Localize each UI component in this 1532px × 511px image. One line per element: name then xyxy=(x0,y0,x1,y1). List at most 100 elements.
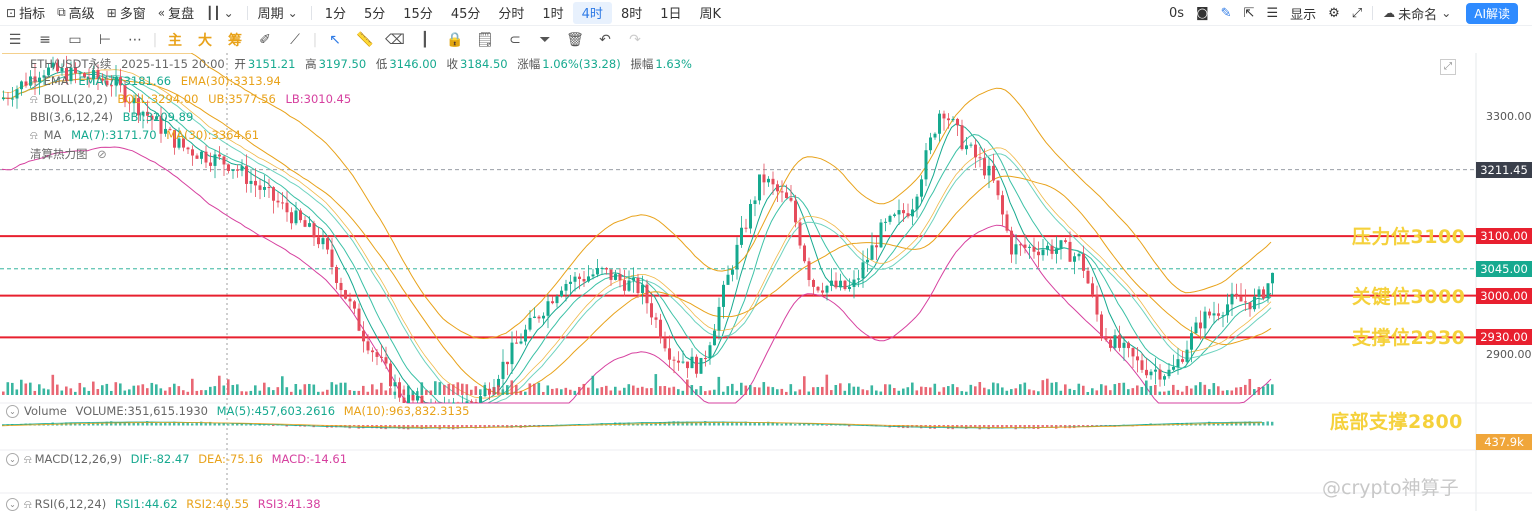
macd-legend[interactable]: ⌄ ⍾ MACD(12,26,9) DIF:-82.47 DEA:-75.16 MA… xyxy=(6,452,347,467)
indicators-label: 指标 xyxy=(19,7,46,22)
camera-icon[interactable]: ◙ xyxy=(1196,5,1209,21)
eraser-icon[interactable]: ⌫ xyxy=(385,32,405,48)
chevron-down-icon[interactable]: ⌄ xyxy=(6,405,19,418)
chevron-down-icon: ⌄ xyxy=(287,5,298,20)
lines-icon[interactable]: ≡ xyxy=(39,32,51,48)
volume-bar xyxy=(470,389,473,395)
volume-bar xyxy=(1122,382,1126,395)
chevron-down-icon[interactable]: ⌄ xyxy=(6,498,19,511)
bbi-legend[interactable]: BBI(3,6,12,24) BBI:3209.89 xyxy=(30,110,199,124)
chevron-down-icon[interactable]: ⌄ xyxy=(6,453,19,466)
chart-type-dropdown[interactable]: ┃┃ ⌄ xyxy=(200,0,243,26)
interval-4h[interactable]: 4时 xyxy=(572,1,612,24)
interval-45m[interactable]: 45分 xyxy=(450,7,481,22)
interval-timeshare[interactable]: 分时 xyxy=(498,7,525,22)
rectangle-icon[interactable]: ▭ xyxy=(68,32,82,48)
period-dropdown[interactable]: 周期 ⌄ xyxy=(252,0,307,26)
eye-off-icon[interactable]: ⊘ xyxy=(97,147,107,161)
macd-bar xyxy=(938,425,941,428)
interval-1d[interactable]: 1日 xyxy=(660,7,682,22)
trash-icon[interactable]: 🗑 xyxy=(566,32,584,48)
cursor-icon[interactable]: ↖ xyxy=(329,32,341,48)
macd-bar xyxy=(821,424,824,426)
redo-icon[interactable]: ↷ xyxy=(629,32,641,48)
volume-bar xyxy=(1208,389,1211,395)
display-button[interactable]: 显示 xyxy=(1284,0,1322,26)
candle-body xyxy=(47,67,50,76)
replay-button[interactable]: «复盘 xyxy=(152,0,200,26)
fullscreen-icon[interactable]: ⤢ xyxy=(1351,5,1363,21)
heatmap-legend[interactable]: 清算热力图 ⊘ xyxy=(30,146,113,162)
rsi-legend[interactable]: ⌄ ⍾ RSI(6,12,24) RSI1:44.62 RSI2:40.55 RSI… xyxy=(6,497,321,511)
interval-5m[interactable]: 5分 xyxy=(363,7,386,22)
volume-bar xyxy=(479,389,482,395)
volume-bar xyxy=(78,382,82,395)
ema-legend[interactable]: ⍾ EMA EMA(7):3181.66 EMA(30):3313.94 xyxy=(30,74,287,89)
filter-icon[interactable]: ⏷ xyxy=(539,32,551,48)
volume-bar xyxy=(785,391,788,395)
price-tick-3300: 3300.00 xyxy=(1486,110,1532,123)
price-chart[interactable] xyxy=(0,53,1532,511)
volume-bar xyxy=(1055,382,1058,395)
chip-chips[interactable]: 筹 xyxy=(228,33,242,49)
rsi2-value: RSI2:40.55 xyxy=(186,497,250,511)
settings-gear-icon[interactable]: ⚙ xyxy=(1328,5,1340,21)
pen-icon[interactable]: ✎ xyxy=(1220,5,1232,21)
macd-bar xyxy=(1199,423,1202,426)
chip-large[interactable]: 大 xyxy=(198,33,212,49)
volume-bar xyxy=(812,387,815,395)
expand-icon[interactable]: ⤢ xyxy=(1440,59,1456,75)
volume-bar xyxy=(1172,384,1175,395)
advanced-button[interactable]: ⧉ 高级 xyxy=(51,0,101,26)
undo-icon[interactable]: ↶ xyxy=(599,32,611,48)
candle-body xyxy=(722,284,725,307)
volume-bar xyxy=(141,384,145,395)
edit-icon[interactable]: ✐ xyxy=(259,32,271,48)
boll-legend[interactable]: ⍾ BOLL(20,2) BOLL:3294.00 UB:3577.56 LB:3… xyxy=(30,92,357,107)
ruler-icon[interactable]: 📏 xyxy=(356,32,374,48)
note-icon[interactable]: 🗒 xyxy=(476,32,494,48)
volume-bar xyxy=(492,387,496,395)
ma-legend[interactable]: ⍾ MA MA(7):3171.70 MA(30):3364.61 xyxy=(30,128,265,143)
volume-bar xyxy=(659,386,662,395)
candle-body xyxy=(641,284,644,293)
brush-icon[interactable]: ⟋ xyxy=(290,32,300,48)
list-icon[interactable]: ☰ xyxy=(1266,5,1279,21)
macd-dea: DEA:-75.16 xyxy=(198,452,263,466)
menu-icon[interactable]: ☰ xyxy=(8,32,22,48)
share-icon[interactable]: ⇱ xyxy=(1243,5,1255,21)
volume-bar xyxy=(537,382,541,395)
interval-15m[interactable]: 15分 xyxy=(403,7,433,22)
multi-window-button[interactable]: ⊞ 多窗 xyxy=(101,0,152,26)
volume-bar xyxy=(1073,390,1076,395)
layout-dropdown[interactable]: ☁ 未命名 ⌄ xyxy=(1377,0,1460,26)
volume-bar xyxy=(1023,382,1027,395)
candle-body xyxy=(20,81,23,90)
interval-1w[interactable]: 周K xyxy=(699,7,722,22)
candle-body xyxy=(411,394,415,401)
macd-bar xyxy=(816,424,819,426)
chip-main[interactable]: 主 xyxy=(168,33,182,49)
volume-bar xyxy=(119,383,122,395)
volume-last-badge: 437.9k xyxy=(1476,434,1532,450)
ai-interpret-button[interactable]: AI解读 xyxy=(1466,2,1518,24)
interval-8h[interactable]: 8时 xyxy=(620,7,643,22)
volume-bar xyxy=(33,390,37,395)
interval-1h[interactable]: 1时 xyxy=(542,7,564,22)
lock-icon[interactable]: 🔒 xyxy=(446,32,464,48)
magnet-icon[interactable]: ⊂ xyxy=(509,32,521,48)
macd-bar xyxy=(488,425,491,428)
macd-bar xyxy=(119,422,122,426)
candle-tool-icon[interactable]: ┃ xyxy=(420,32,430,48)
volume-legend[interactable]: ⌄ Volume VOLUME:351,615.1930 MA(5):457,60… xyxy=(6,404,469,418)
dots-icon[interactable]: ⋯ xyxy=(128,32,142,48)
volume-bar xyxy=(1248,378,1252,395)
indicators-button[interactable]: ⊡ 指标 xyxy=(0,0,51,26)
volume-bar xyxy=(60,390,64,395)
macd-bar xyxy=(434,425,437,428)
volume-bar xyxy=(632,385,635,395)
crosshair-icon[interactable]: ⊢ xyxy=(98,32,112,48)
interval-1m[interactable]: 1分 xyxy=(324,7,346,22)
macd-dif: DIF:-82.47 xyxy=(130,452,190,466)
volume-bar xyxy=(105,383,109,395)
